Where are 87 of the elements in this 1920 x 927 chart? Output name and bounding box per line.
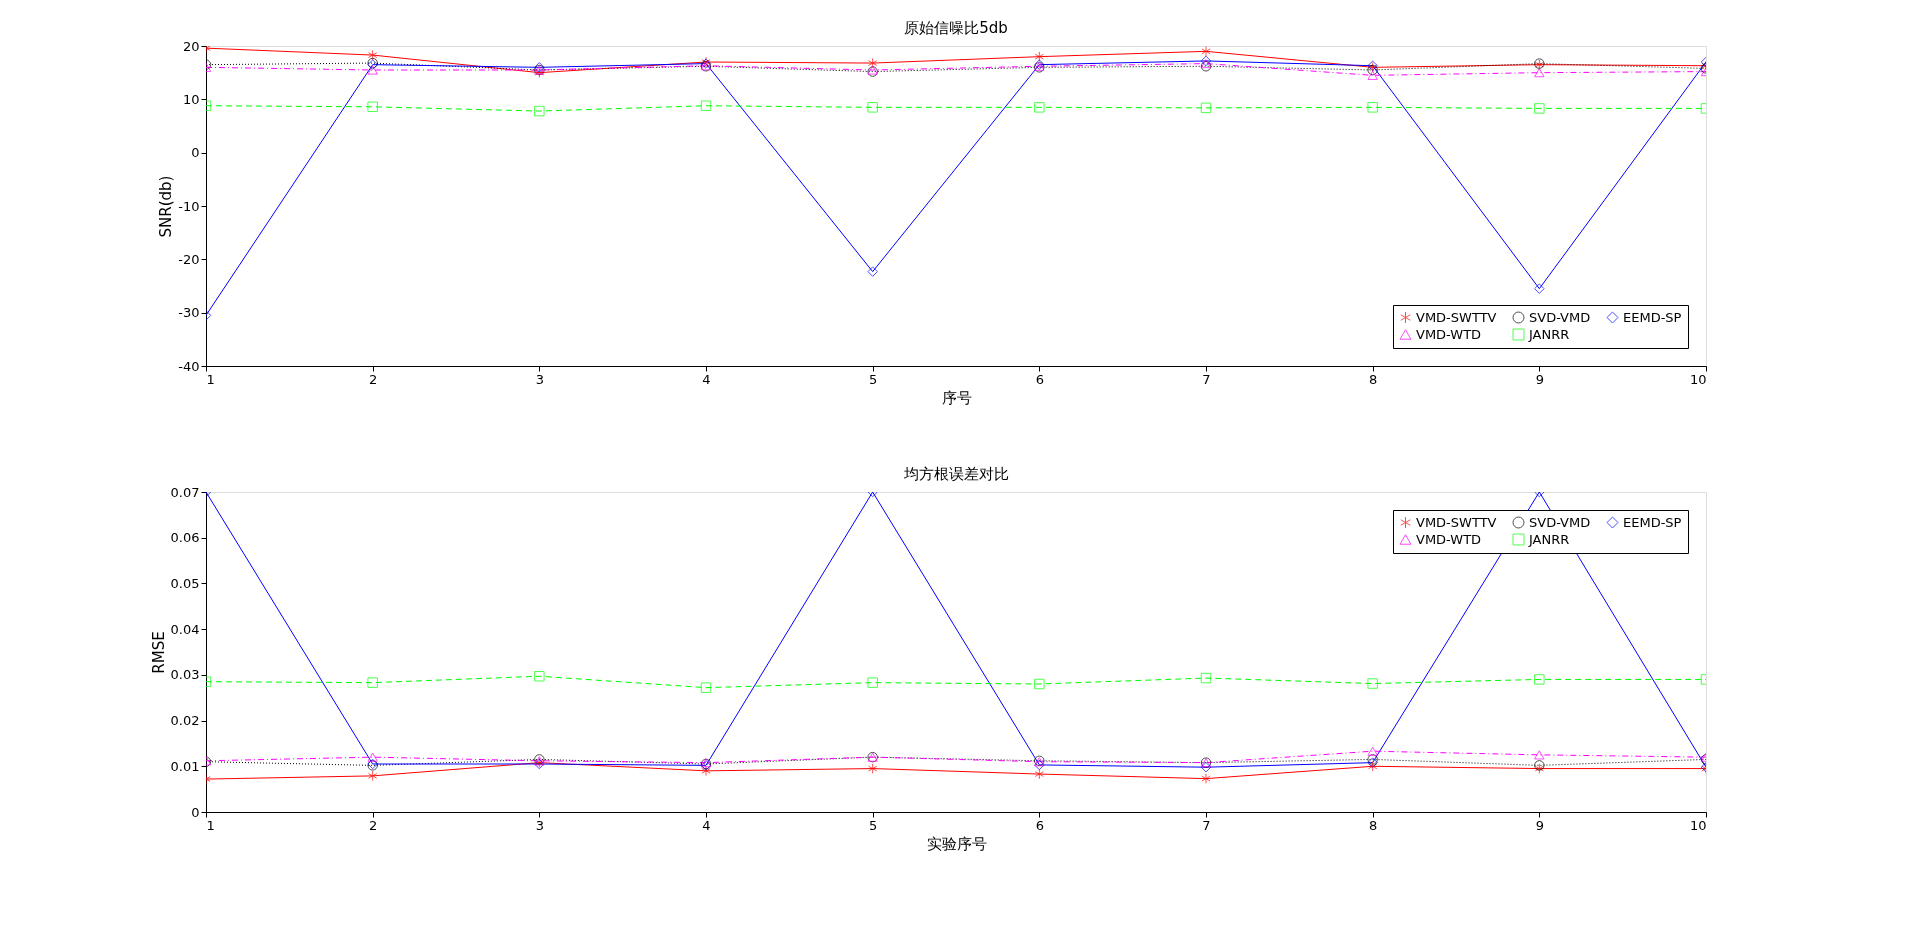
x-tick-label: 4 xyxy=(702,817,711,833)
legend-label: JANRR xyxy=(1528,326,1570,342)
chart-title: 均方根误差对比 xyxy=(902,465,1009,483)
y-tick-label: 0.03 xyxy=(170,667,200,683)
point xyxy=(1534,283,1545,294)
point xyxy=(868,763,878,774)
y-tick-label: 0.01 xyxy=(170,758,200,774)
point xyxy=(368,49,378,61)
y-tick-label: 0 xyxy=(191,145,200,161)
x-tick-label: 7 xyxy=(1202,371,1211,387)
point xyxy=(534,670,545,682)
point xyxy=(1201,773,1211,784)
point xyxy=(1368,761,1378,772)
point xyxy=(367,65,378,75)
point xyxy=(1034,51,1044,62)
legend-label: EEMD-SP xyxy=(1623,309,1682,325)
x-tick-label: 9 xyxy=(1535,371,1544,387)
point xyxy=(367,752,378,762)
x-axis-title: 序号 xyxy=(941,388,972,407)
x-tick-label: 3 xyxy=(535,371,544,387)
x-tick-label: 2 xyxy=(369,371,378,387)
point xyxy=(1534,674,1545,685)
x-tick-label: 5 xyxy=(869,371,878,387)
point xyxy=(1367,102,1378,113)
legend-label: VMD-WTD xyxy=(1416,326,1482,342)
point xyxy=(1034,759,1045,771)
point xyxy=(1201,46,1211,57)
x-tick-label: 8 xyxy=(1369,817,1378,833)
point xyxy=(367,101,378,113)
legend-label: VMD-WTD xyxy=(1416,531,1482,547)
point xyxy=(1534,68,1545,78)
point xyxy=(1367,70,1378,80)
y-tick-label: 0.02 xyxy=(170,713,200,729)
point xyxy=(867,102,878,113)
point xyxy=(1200,761,1212,773)
point xyxy=(368,770,378,782)
x-tick-label: 10 xyxy=(1689,817,1707,833)
x-tick-label: 6 xyxy=(1035,371,1044,387)
y-tick-label: -30 xyxy=(178,305,200,321)
y-tick-label: -40 xyxy=(178,358,200,374)
legend-label: VMD-SWTTV xyxy=(1416,514,1497,530)
x-tick-label: 5 xyxy=(869,817,878,833)
point xyxy=(1034,102,1045,113)
y-tick-label: -20 xyxy=(178,251,200,267)
point xyxy=(867,266,878,277)
point xyxy=(868,57,878,69)
point xyxy=(1367,746,1378,756)
y-tick-label: 0.06 xyxy=(170,530,200,546)
y-tick-label: 10 xyxy=(182,91,200,107)
point xyxy=(1367,678,1378,689)
x-tick-label: 7 xyxy=(1202,817,1211,833)
point xyxy=(701,765,711,777)
x-tick-label: 3 xyxy=(535,817,544,833)
point xyxy=(534,105,545,117)
x-tick-label: 1 xyxy=(206,817,215,833)
point xyxy=(367,677,378,688)
point xyxy=(700,100,712,111)
point xyxy=(1534,750,1545,760)
y-tick-label: 0 xyxy=(191,804,200,820)
chart-title: 原始信噪比5db xyxy=(904,19,1008,37)
point xyxy=(1034,768,1044,780)
legend-label: JANRR xyxy=(1528,531,1570,547)
y-tick-label: 0.04 xyxy=(170,621,200,637)
x-tick-label: 8 xyxy=(1369,371,1378,387)
y-axis-title: RMSE xyxy=(149,631,168,674)
point xyxy=(700,682,712,693)
y-tick-label: 20 xyxy=(182,38,200,54)
point xyxy=(1200,672,1212,684)
point xyxy=(1200,102,1212,114)
x-tick-label: 9 xyxy=(1535,817,1544,833)
y-tick-label: 0.07 xyxy=(170,484,200,500)
point xyxy=(1034,678,1045,690)
legend-label: SVD-VMD xyxy=(1529,514,1591,530)
point xyxy=(1534,103,1545,114)
legend-label: EEMD-SP xyxy=(1623,514,1682,530)
x-tick-label: 6 xyxy=(1035,817,1044,833)
legend-label: SVD-VMD xyxy=(1529,309,1591,325)
x-tick-label: 2 xyxy=(369,817,378,833)
y-axis-title: SNR(db) xyxy=(157,175,176,238)
point xyxy=(867,677,878,688)
y-tick-label: 0.05 xyxy=(170,575,200,591)
x-axis-title: 实验序号 xyxy=(926,834,987,853)
x-tick-label: 10 xyxy=(1689,371,1707,387)
x-tick-label: 4 xyxy=(702,371,711,387)
x-tick-label: 1 xyxy=(206,371,215,387)
legend-label: VMD-SWTTV xyxy=(1416,309,1497,325)
y-tick-label: -10 xyxy=(178,198,200,214)
